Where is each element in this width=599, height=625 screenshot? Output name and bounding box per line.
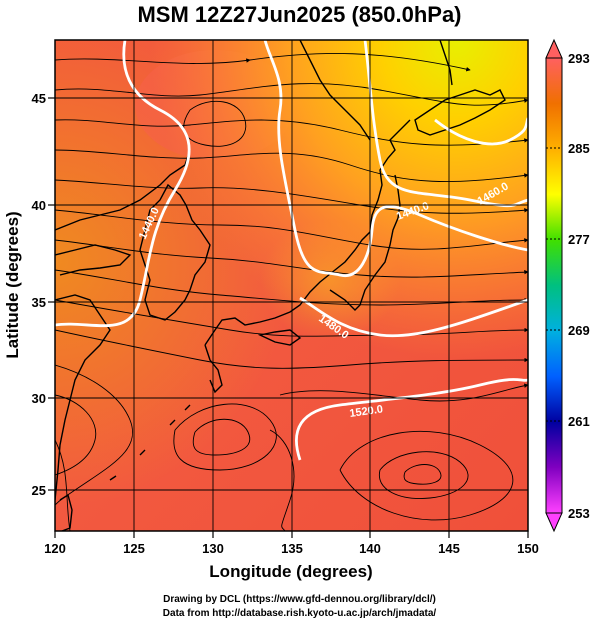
streamline <box>339 430 514 521</box>
x-axis-title: Longitude (degrees) <box>209 562 372 581</box>
streamline <box>55 149 528 183</box>
coastline-china <box>55 149 191 501</box>
plot-area: 1440.0 1440.0 1460.0 1480.0 1520.0 <box>55 40 528 531</box>
y-axis-title: Latitude (degrees) <box>3 211 22 358</box>
y-tick-label: 40 <box>32 198 46 213</box>
coastline-ryukyu <box>109 404 191 481</box>
streamline <box>269 429 295 531</box>
contour-line <box>263 40 528 277</box>
y-tick-label: 30 <box>32 391 46 406</box>
streamline <box>55 239 528 278</box>
colorbar-label: 277 <box>568 232 590 247</box>
colorbar-label: 269 <box>568 323 590 338</box>
axis-ticks <box>48 97 529 538</box>
x-tick-label: 130 <box>202 541 224 556</box>
contour-line <box>299 296 528 338</box>
coastline-japan <box>204 119 411 394</box>
colorbar-label: 293 <box>568 51 590 66</box>
x-tick-labels: 120 125 130 135 140 145 150 <box>44 541 539 556</box>
map-title: MSM 12Z27Jun2025 (850.0hPa) <box>137 2 462 27</box>
streamline <box>55 394 97 476</box>
streamline <box>173 403 277 471</box>
streamline <box>55 329 528 369</box>
x-tick-label: 120 <box>44 541 66 556</box>
y-tick-label: 45 <box>32 91 46 106</box>
streamline <box>55 364 134 506</box>
colorbar-body <box>545 57 563 514</box>
contour-line <box>434 117 528 146</box>
colorbar-label: 261 <box>568 414 590 429</box>
colorbar: 293 285 277 269 261 253 <box>545 38 590 533</box>
streamline <box>403 464 442 485</box>
y-tick-label: 35 <box>32 295 46 310</box>
lat-lon-grid <box>55 40 528 531</box>
coastline-korea <box>139 183 211 321</box>
streamline <box>378 451 469 499</box>
x-tick-label: 135 <box>281 541 303 556</box>
colorbar-label: 253 <box>568 506 590 521</box>
colorbar-min-arrow <box>545 512 563 533</box>
colorbar-max-arrow <box>545 38 563 59</box>
colorbar-ticks <box>546 147 562 422</box>
credit-data-source: Data from http://database.rish.kyoto-u.a… <box>162 608 437 619</box>
y-tick-label: 25 <box>32 483 46 498</box>
streamline <box>55 439 71 531</box>
streamline <box>192 418 251 456</box>
streamline <box>55 119 528 146</box>
x-tick-label: 145 <box>438 541 460 556</box>
colorbar-label: 285 <box>568 141 590 156</box>
streamline <box>55 52 471 72</box>
credit-drawing: Drawing by DCL (https://www.gfd-dennou.o… <box>163 594 436 605</box>
x-tick-label: 125 <box>123 541 145 556</box>
colorbar-labels: 293 285 277 269 261 253 <box>568 51 590 521</box>
x-tick-label: 150 <box>517 541 539 556</box>
coastline-shandong <box>55 244 132 276</box>
contour-line <box>363 40 528 208</box>
y-tick-labels: 25 30 35 40 45 <box>32 91 46 498</box>
x-tick-label: 140 <box>359 541 381 556</box>
streamline <box>279 383 528 402</box>
streamline <box>55 179 528 214</box>
contour-label: 1520.0 <box>349 403 384 420</box>
